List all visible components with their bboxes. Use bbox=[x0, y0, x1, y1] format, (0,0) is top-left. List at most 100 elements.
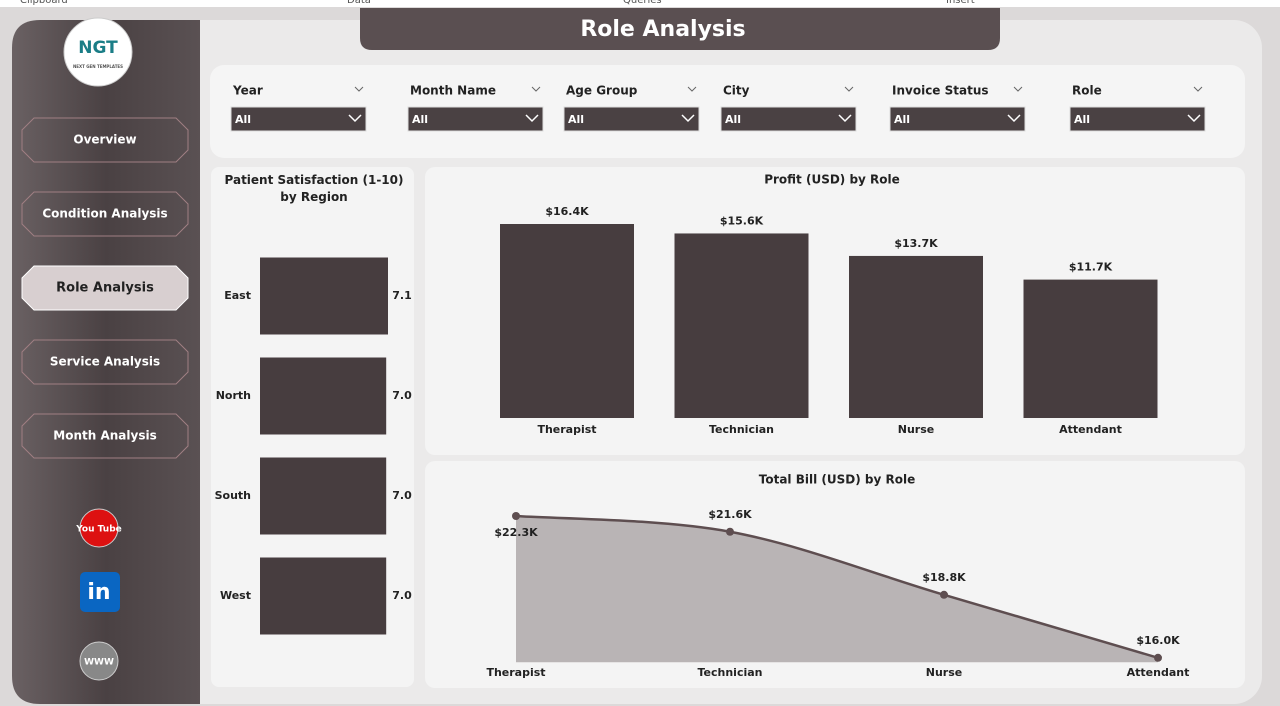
category-label: Nurse bbox=[898, 423, 934, 436]
chevron bbox=[1193, 86, 1203, 92]
nav-button[interactable] bbox=[21, 413, 189, 459]
social-icon[interactable] bbox=[79, 508, 119, 548]
dropdown-value[interactable]: All bbox=[412, 113, 428, 126]
dropdown-value[interactable]: All bbox=[725, 113, 741, 126]
point bbox=[512, 512, 520, 521]
bar bbox=[260, 257, 388, 335]
logo bbox=[63, 17, 133, 87]
category-label: Technician bbox=[697, 666, 762, 679]
point bbox=[1154, 653, 1162, 662]
social-label[interactable]: WWW bbox=[84, 658, 114, 668]
chevron bbox=[525, 114, 539, 123]
filter-label: City bbox=[723, 84, 750, 98]
value-label: 7.0 bbox=[392, 389, 412, 402]
dropdown-value[interactable]: All bbox=[235, 113, 251, 126]
dropdown[interactable] bbox=[563, 106, 700, 132]
dropdown[interactable] bbox=[407, 106, 544, 132]
bar bbox=[260, 357, 387, 435]
nav-button[interactable] bbox=[21, 339, 189, 385]
category-label: Therapist bbox=[486, 666, 545, 679]
value-label: $16.4K bbox=[545, 205, 589, 218]
nav-button[interactable] bbox=[21, 117, 189, 163]
bar bbox=[674, 233, 809, 418]
chevron bbox=[681, 114, 695, 123]
bar bbox=[260, 557, 387, 635]
chevron bbox=[354, 86, 364, 92]
value-label: 7.0 bbox=[392, 489, 412, 502]
line bbox=[515, 514, 1159, 659]
category-label: East bbox=[224, 289, 251, 302]
ribbon-label: Queries bbox=[623, 0, 662, 6]
value-label: $18.8K bbox=[922, 571, 966, 584]
dropdown-value[interactable]: All bbox=[568, 113, 584, 126]
title-tab bbox=[360, 8, 1000, 50]
category-label: Nurse bbox=[926, 666, 962, 679]
nav-label[interactable]: Overview bbox=[73, 133, 136, 147]
value-label: $21.6K bbox=[708, 508, 752, 521]
dropdown[interactable] bbox=[1069, 106, 1206, 132]
nav-label[interactable]: Role Analysis bbox=[56, 281, 154, 296]
category-label: Therapist bbox=[537, 423, 596, 436]
point bbox=[940, 590, 948, 599]
logo-text: NEXT GEN TEMPLATES bbox=[73, 64, 123, 69]
value-label: 7.0 bbox=[392, 589, 412, 602]
sidebar bbox=[12, 20, 200, 704]
filter-label: Invoice Status bbox=[892, 84, 989, 98]
filter-label: Age Group bbox=[566, 84, 638, 98]
nav-button[interactable] bbox=[21, 265, 189, 311]
category-label: Attendant bbox=[1059, 423, 1122, 436]
dropdown-value[interactable]: All bbox=[894, 113, 910, 126]
chevron bbox=[844, 86, 854, 92]
value-label: $13.7K bbox=[894, 237, 938, 250]
bar bbox=[849, 255, 983, 418]
chevron bbox=[838, 114, 852, 123]
chevron bbox=[1007, 114, 1021, 123]
value-label: $11.7K bbox=[1069, 261, 1113, 274]
point bbox=[726, 527, 734, 536]
value-label: $16.0K bbox=[1136, 634, 1180, 647]
nav-label[interactable]: Month Analysis bbox=[53, 429, 156, 443]
category-label: West bbox=[220, 589, 251, 602]
nav-button[interactable] bbox=[21, 191, 189, 237]
chevron bbox=[531, 86, 541, 92]
chevron bbox=[1013, 86, 1023, 92]
chart-title: Profit (USD) by Role bbox=[764, 173, 900, 187]
ribbon-label: Data bbox=[347, 0, 371, 6]
ribbon-label: Clipboard bbox=[20, 0, 68, 6]
social-label[interactable]: in bbox=[87, 580, 110, 605]
ribbon-label: Insert bbox=[946, 0, 975, 6]
nav-label[interactable]: Condition Analysis bbox=[42, 207, 167, 221]
chevron bbox=[1187, 114, 1201, 123]
value-label: 7.1 bbox=[392, 289, 412, 302]
dropdown[interactable] bbox=[720, 106, 857, 132]
area bbox=[516, 516, 1158, 663]
category-label: Technician bbox=[709, 423, 774, 436]
social-label[interactable]: You Tube bbox=[75, 525, 122, 535]
dropdown[interactable] bbox=[230, 106, 367, 132]
chevron bbox=[687, 86, 697, 92]
social-icon[interactable] bbox=[79, 641, 119, 681]
logo-mark: NGT bbox=[78, 38, 118, 58]
social-icon[interactable] bbox=[80, 572, 120, 612]
bar bbox=[260, 457, 387, 535]
chart-title: Patient Satisfaction (1-10) by Region bbox=[224, 173, 404, 204]
category-label: North bbox=[216, 389, 251, 402]
filter-label: Role bbox=[1072, 84, 1102, 98]
chevron bbox=[348, 114, 362, 123]
ribbon bbox=[0, 0, 1280, 7]
value-label: $22.3K bbox=[494, 526, 538, 539]
category-label: Attendant bbox=[1127, 666, 1190, 679]
dropdown[interactable] bbox=[889, 106, 1026, 132]
category-label: South bbox=[215, 489, 251, 502]
filter-label: Month Name bbox=[410, 84, 496, 98]
dropdown-value[interactable]: All bbox=[1074, 113, 1090, 126]
chart-title: Total Bill (USD) by Role bbox=[759, 473, 915, 487]
filter-label: Year bbox=[232, 84, 263, 98]
page-title: Role Analysis bbox=[580, 17, 745, 42]
nav-label[interactable]: Service Analysis bbox=[50, 355, 160, 369]
bar bbox=[500, 224, 634, 418]
bar bbox=[1023, 279, 1158, 418]
value-label: $15.6K bbox=[720, 214, 764, 227]
